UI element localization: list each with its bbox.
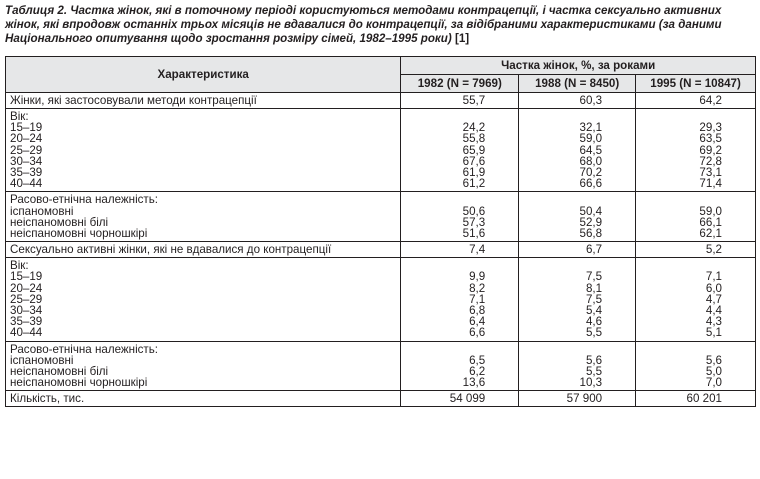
header-characteristic: Характеристика [4, 56, 402, 93]
table-row-age-using: Вік: 15–19 20–24 25–29 30–34 35–39 40–44… [4, 107, 756, 193]
caption-text: Таблиця 2. Частка жінок, які в поточному… [5, 4, 722, 45]
row-label: Кількість, тис. [4, 390, 402, 408]
table-caption: Таблиця 2. Частка жінок, які в поточному… [5, 4, 757, 46]
table-row-race-active: Расово-етнічна належність: іспаномовні н… [4, 340, 756, 392]
cell-values-1995: 7,1 6,0 4,7 4,4 4,3 5,1 [635, 257, 756, 342]
row-label: Сексуально активні жінки, які не вдавали… [4, 241, 402, 259]
cell-value: 7,4 [400, 241, 520, 259]
table-row: Жінки, які застосовували методи контраце… [4, 92, 756, 109]
header-year-1982: 1982 (N = 7969) [400, 74, 520, 93]
table-row: Кількість, тис. 54 099 57 900 60 201 [4, 390, 756, 408]
header-year-1995: 1995 (N = 10847) [635, 74, 756, 93]
table-row-race-using: Расово-етнічна належність: іспаномовні н… [4, 191, 756, 243]
data-table: Характеристика Частка жінок, %, за рокам… [4, 56, 756, 408]
cell-values-1995: 59,0 66,1 62,1 [635, 191, 756, 243]
cell-values-1988: 5,6 5,5 10,3 [518, 340, 637, 392]
row-label-group: Расово-етнічна належність: іспаномовні н… [4, 191, 402, 243]
cell-values-1982: 50,6 57,3 51,6 [400, 191, 520, 243]
row-label-group: Вік: 15–19 20–24 25–29 30–34 35–39 40–44 [4, 107, 402, 193]
cell-value: 57 900 [518, 390, 637, 408]
cell-value: 6,7 [518, 241, 637, 259]
row-label-group: Расово-етнічна належність: іспаномовні н… [4, 340, 402, 392]
cell-value: 60,3 [518, 92, 637, 109]
cell-values-1982: 6,5 6,2 13,6 [400, 340, 520, 392]
cell-value: 60 201 [635, 390, 756, 408]
cell-values-1988: 7,5 8,1 7,5 5,4 4,6 5,5 [518, 257, 637, 342]
cell-values-1995: 29,3 63,5 69,2 72,8 73,1 71,4 [635, 107, 756, 193]
cell-values-1995: 5,6 5,0 7,0 [635, 340, 756, 392]
header-year-group: Частка жінок, %, за роками [400, 56, 756, 75]
caption-reference: [1] [454, 32, 470, 45]
cell-values-1988: 32,1 59,0 64,5 68,0 70,2 66,6 [518, 107, 637, 193]
cell-value: 64,2 [635, 92, 756, 109]
cell-values-1988: 50,4 52,9 56,8 [518, 191, 637, 243]
cell-value: 55,7 [400, 92, 520, 109]
header-year-1988: 1988 (N = 8450) [518, 74, 637, 93]
row-label-group: Вік: 15–19 20–24 25–29 30–34 35–39 40–44 [4, 257, 402, 342]
cell-value: 54 099 [400, 390, 520, 408]
cell-values-1982: 9,9 8,2 7,1 6,8 6,4 6,6 [400, 257, 520, 342]
table-row: Сексуально активні жінки, які не вдавали… [4, 241, 756, 259]
cell-value: 5,2 [635, 241, 756, 259]
table-row-age-active: Вік: 15–19 20–24 25–29 30–34 35–39 40–44… [4, 257, 756, 342]
row-label: Жінки, які застосовували методи контраце… [4, 92, 402, 109]
cell-values-1982: 24,2 55,8 65,9 67,6 61,9 61,2 [400, 107, 520, 193]
